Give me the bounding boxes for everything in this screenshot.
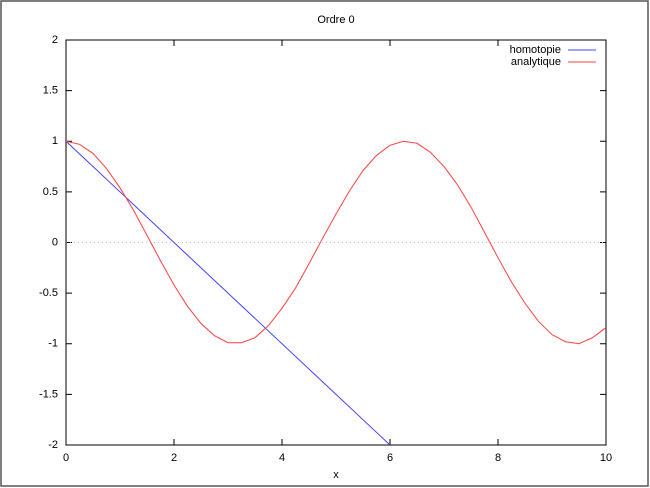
y-tick-label: 0.5 <box>43 186 58 198</box>
x-tick-label: 4 <box>279 452 285 464</box>
x-tick-label: 10 <box>600 452 612 464</box>
chart-title: Ordre 0 <box>317 14 354 26</box>
y-tick-label: -1 <box>48 338 58 350</box>
x-tick-label: 8 <box>495 452 501 464</box>
line <box>65 140 391 446</box>
y-tick-label: 1 <box>52 135 58 147</box>
line <box>65 140 607 345</box>
x-tick-label: 0 <box>63 452 69 464</box>
y-tick-label: -2 <box>48 439 58 451</box>
legend-label: analytique <box>511 56 561 68</box>
legend-label: homotopie <box>510 44 561 56</box>
y-tick-label: 1.5 <box>43 85 58 97</box>
y-tick-label: -0.5 <box>39 287 58 299</box>
x-axis-label: x <box>333 469 339 481</box>
x-tick-label: 6 <box>387 452 393 464</box>
y-tick-label: -1.5 <box>39 388 58 400</box>
y-tick-label: 2 <box>52 34 58 46</box>
plot-border <box>65 39 607 446</box>
x-tick-label: 2 <box>171 452 177 464</box>
y-tick-label: 0 <box>52 236 58 248</box>
